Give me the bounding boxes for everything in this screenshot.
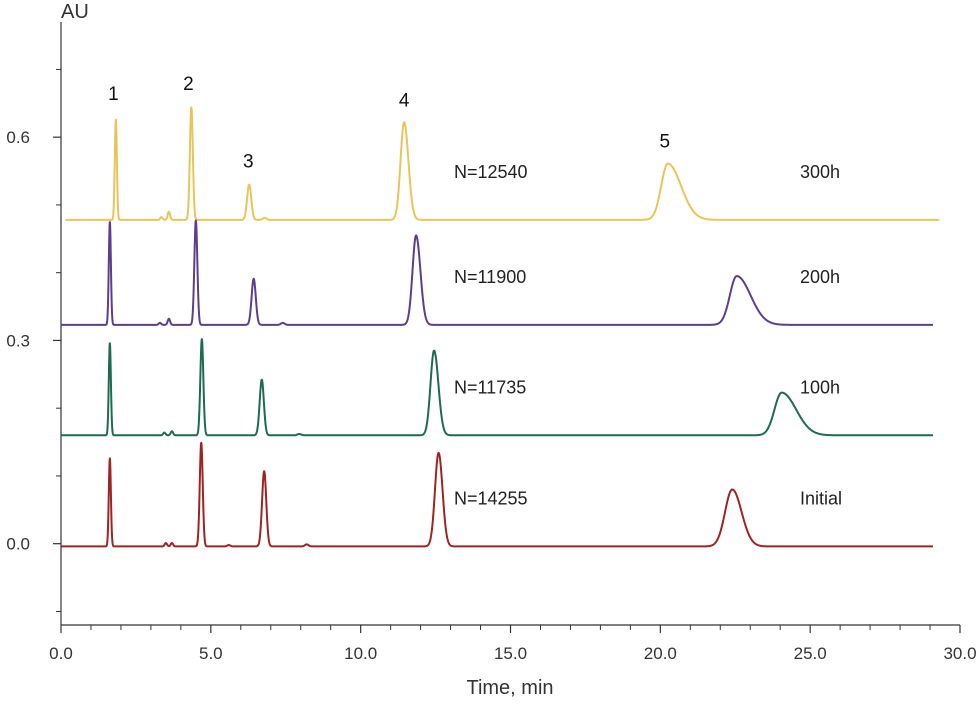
traces	[60, 106, 940, 548]
series-name-label: 300h	[800, 162, 840, 182]
x-tick-label: 15.0	[494, 644, 527, 663]
x-tick-label: 20.0	[644, 644, 677, 663]
peak-labels: 1 2 3 4 5	[108, 74, 670, 173]
trace-100h	[60, 338, 934, 437]
plate-count-label: N=12540	[454, 162, 528, 182]
annotations: N=12540 300h N=11900 200h N=11735 100h N=14255…	[454, 162, 842, 509]
x-tick-label: 30.0	[943, 644, 976, 663]
x-tick-label: 10.0	[344, 644, 377, 663]
axes	[60, 22, 960, 626]
y-tick-label: 0.6	[6, 128, 30, 147]
x-ticks: 0.0 5.0 10.0 15.0 20.0 25.0 30.0	[49, 625, 977, 663]
peak-label: 5	[660, 131, 671, 152]
x-axis-title: Time, min	[466, 677, 553, 699]
plate-count-label: N=14255	[454, 488, 528, 508]
trace-initial	[60, 441, 934, 548]
trace-200h	[60, 219, 934, 326]
series-name-label: 100h	[800, 377, 840, 397]
y-ticks: 0.0 0.3 0.6	[6, 68, 61, 612]
x-tick-label: 5.0	[199, 644, 223, 663]
x-tick-label: 25.0	[794, 644, 827, 663]
plate-count-label: N=11900	[454, 267, 526, 287]
series-name-label: 200h	[800, 267, 840, 287]
y-tick-label: 0.3	[6, 331, 30, 350]
series-name-label: Initial	[800, 488, 842, 508]
peak-label: 2	[183, 74, 194, 95]
plate-count-label: N=11735	[454, 377, 526, 397]
peak-label: 3	[243, 152, 254, 173]
peak-label: 1	[108, 84, 119, 105]
trace-300h	[64, 106, 940, 221]
x-tick-label: 0.0	[49, 644, 73, 663]
y-tick-label: 0.0	[6, 535, 30, 554]
peak-label: 4	[399, 91, 410, 112]
y-axis-title: AU	[61, 1, 89, 23]
